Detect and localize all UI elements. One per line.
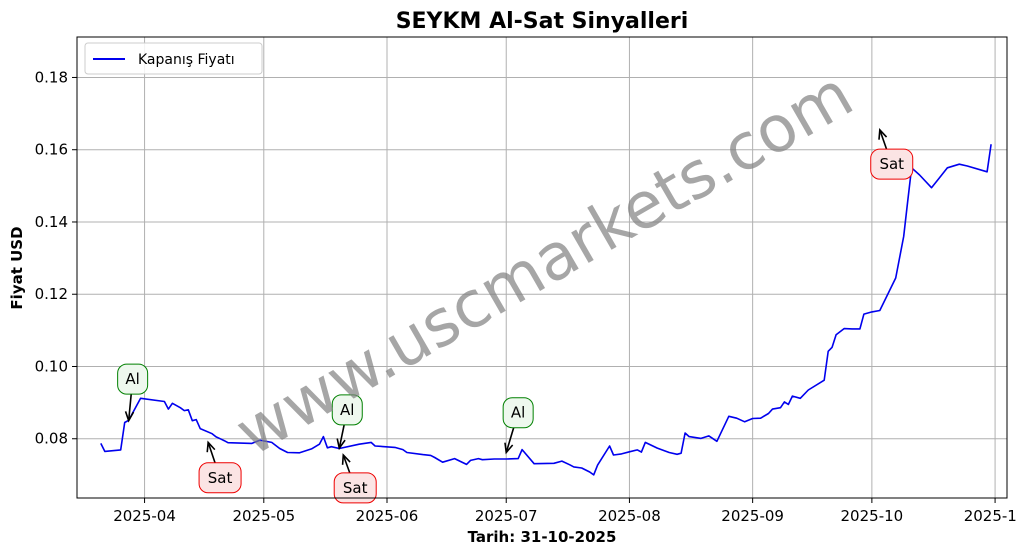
- annotation-arrow: [127, 394, 133, 421]
- annotation-label: Al: [340, 401, 354, 419]
- grid: [77, 37, 1007, 498]
- plot-frame: [76, 36, 1008, 499]
- annotation-box: [333, 472, 377, 504]
- chart-title: SEYKM Al-Sat Sinyalleri: [396, 9, 689, 34]
- annotation-arrowhead: [336, 438, 346, 451]
- y-tick-label: 0.12: [35, 285, 68, 303]
- y-axis-ticks: 0.08 0.10 0.12 0.14 0.16 0.18: [35, 68, 77, 448]
- x-tick-label: 2025-04: [113, 507, 176, 525]
- annotation-arrowhead: [504, 442, 514, 455]
- annotation-arrow: [338, 424, 345, 449]
- signal-annotations: Al Sat Al Sat Al Sat: [117, 127, 914, 504]
- x-tick-label: 2025-09: [721, 507, 784, 525]
- annotation-sell: Sat: [870, 127, 914, 180]
- series-lines: [100, 144, 992, 476]
- annotation-arrow: [879, 129, 888, 150]
- x-tick-label: 2025-10: [841, 507, 904, 525]
- y-tick-label: 0.18: [35, 68, 68, 86]
- y-axis-title: Fiyat USD: [8, 226, 26, 309]
- y-tick-label: 0.16: [35, 141, 68, 159]
- annotation-buy: Al: [117, 363, 149, 423]
- annotation-box: [198, 462, 242, 494]
- x-tick-label: 2025-07: [475, 507, 538, 525]
- annotation-sell: Sat: [333, 453, 377, 504]
- annotation-arrow: [207, 442, 216, 464]
- legend-box: [84, 42, 263, 75]
- annotation-box: [331, 394, 363, 426]
- y-tick-label: 0.08: [35, 430, 68, 448]
- annotation-box: [502, 397, 534, 429]
- x-tick-label: 2025-08: [598, 507, 661, 525]
- annotation-buy: Al: [331, 394, 363, 451]
- annotation-buy: Al: [502, 397, 534, 455]
- x-tick-label: 2025-06: [356, 507, 419, 525]
- x-axis-title: Tarih: 31-10-2025: [468, 528, 617, 546]
- annotation-arrowhead: [878, 127, 888, 140]
- legend-label: Kapanış Fiyatı: [138, 52, 235, 68]
- x-axis-ticks: 2025-04 2025-05 2025-06 2025-07 2025-08 2025-…: [113, 498, 1017, 525]
- annotation-arrowhead: [124, 411, 135, 423]
- annotation-sell: Sat: [198, 440, 242, 494]
- y-tick-label: 0.14: [35, 213, 68, 231]
- legend: Kapanış Fiyatı: [84, 42, 263, 75]
- annotation-arrowhead: [206, 440, 216, 453]
- x-tick-label: 2025-11: [964, 507, 1017, 525]
- annotation-box: [870, 148, 914, 180]
- annotation-label: Sat: [879, 155, 904, 173]
- annotation-label: Al: [125, 370, 139, 388]
- annotation-box: [117, 363, 149, 395]
- watermark: www.uscmarkets.com: [224, 58, 866, 471]
- y-tick-label: 0.10: [35, 357, 68, 375]
- annotation-label: Al: [511, 404, 525, 422]
- annotation-label: Sat: [343, 479, 368, 497]
- annotation-label: Sat: [208, 469, 233, 487]
- annotation-arrow: [342, 454, 351, 474]
- annotation-arrowhead: [341, 453, 351, 465]
- series-line-kapanis-fiyati: [100, 144, 992, 476]
- x-tick-label: 2025-05: [232, 507, 295, 525]
- annotation-arrow: [505, 427, 515, 453]
